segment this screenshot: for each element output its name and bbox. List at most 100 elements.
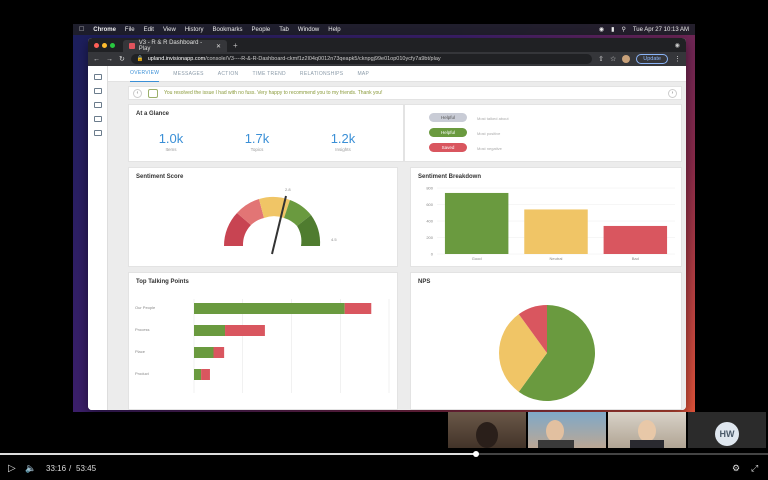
menubar-clock[interactable]: Tue Apr 27 10:13 AM xyxy=(632,26,689,33)
stat-items[interactable]: 1.0k Items xyxy=(141,131,201,152)
menu-people[interactable]: People xyxy=(246,26,271,33)
wifi-icon[interactable]: ◉ xyxy=(598,27,605,33)
menu-history[interactable]: History xyxy=(179,26,204,33)
breakdown-bar-good xyxy=(444,192,509,254)
menu-view[interactable]: View xyxy=(157,26,176,33)
topic-pill-talked[interactable]: Helpful xyxy=(429,113,467,122)
rail-share-icon[interactable] xyxy=(93,116,102,122)
sentiment-breakdown-title: Sentiment Breakdown xyxy=(418,174,482,180)
left-rail xyxy=(88,66,108,410)
tab-messages[interactable]: MESSAGES xyxy=(173,70,204,77)
sentiment-score-card: Sentiment Score 2.8 4.5 xyxy=(128,167,398,267)
gauge-segment-red xyxy=(223,213,251,246)
address-toolbar: ← → ↻ 🔒 upland.invisionapp.com/console/V… xyxy=(88,52,686,66)
talking-category-label: Process xyxy=(135,327,149,332)
rail-people-icon[interactable] xyxy=(93,88,102,94)
talking-bar-positive xyxy=(194,369,202,380)
breakdown-bar-neutral xyxy=(524,209,588,254)
video-progress-fill xyxy=(0,453,477,455)
topic-pill-positive[interactable]: Helpful xyxy=(429,128,467,137)
dashboard-nav: OVERVIEW MESSAGES ACTION TIME TREND RELA… xyxy=(108,66,686,82)
topic-note-negative: Most negative xyxy=(477,146,502,151)
fullscreen-icon[interactable]: ⤢ xyxy=(751,462,759,473)
battery-icon[interactable]: ▮ xyxy=(611,27,615,33)
url-path: /console/V3----R-&-R-Dashboard-ckmf1z2l0… xyxy=(205,56,441,62)
rail-chart-icon[interactable] xyxy=(93,102,102,108)
talking-points-title: Top Talking Points xyxy=(136,279,189,285)
rail-home-icon[interactable] xyxy=(93,74,102,80)
play-icon[interactable]: ▷ xyxy=(8,462,16,474)
video-scrubber-handle[interactable] xyxy=(473,451,480,457)
back-icon[interactable]: ← xyxy=(93,55,100,63)
reload-icon[interactable]: ↻ xyxy=(119,56,125,63)
browser-tab[interactable]: V3 - R & R Dashboard - Play ✕ xyxy=(123,40,227,52)
tab-overview[interactable]: OVERVIEW xyxy=(130,66,160,82)
menu-file[interactable]: File xyxy=(119,26,135,33)
close-window-icon[interactable] xyxy=(94,42,99,48)
stat-items-value: 1.0k xyxy=(158,131,184,146)
rail-report-icon[interactable] xyxy=(93,130,102,136)
talking-bar-negative xyxy=(213,347,225,358)
sentiment-gauge: 2.8 4.5 xyxy=(223,187,337,255)
talking-bar-positive xyxy=(194,347,214,358)
address-bar[interactable]: 🔒 upland.invisionapp.com/console/V3----R… xyxy=(130,54,593,64)
tab-relationships[interactable]: RELATIONSHIPS xyxy=(299,70,344,77)
menu-edit[interactable]: Edit xyxy=(138,26,154,33)
glance-card: At a Glance 1.0k Items 1.7k Topics 1.2k … xyxy=(128,104,404,162)
tab-time-trend[interactable]: TIME TREND xyxy=(252,70,286,77)
breakdown-ytick-label: 600 xyxy=(426,202,433,207)
minimize-window-icon[interactable] xyxy=(102,42,107,48)
topic-note-positive: Most positive xyxy=(477,131,501,136)
close-tab-icon[interactable]: ✕ xyxy=(215,43,221,50)
breakdown-ytick-label: 400 xyxy=(426,219,433,224)
menu-help[interactable]: Help xyxy=(323,26,340,33)
video-progress-bar[interactable] xyxy=(0,451,768,457)
message-icon xyxy=(148,88,158,98)
video-controls: ▷ 🔈 33:16 / 53:45 ⚙ ⤢ xyxy=(0,461,768,475)
breakdown-ytick-label: 800 xyxy=(426,186,433,191)
update-button[interactable]: Update xyxy=(636,54,668,64)
settings-gear-icon[interactable]: ⚙ xyxy=(732,462,741,473)
talking-bar-negative xyxy=(201,369,210,380)
more-menu-icon[interactable]: ⋮ xyxy=(674,56,681,63)
chevron-left-icon[interactable]: ‹ xyxy=(133,88,142,98)
video-time-total: 53:45 xyxy=(76,463,97,473)
video-time-current: 33:16 xyxy=(46,463,67,473)
glance-title: At a Glance xyxy=(136,111,170,117)
sentiment-breakdown-card: Sentiment Breakdown 0 200 400 600 800 Good Neu… xyxy=(410,167,682,267)
tab-map[interactable]: MAP xyxy=(357,70,370,77)
breakdown-xtick-label: Bad xyxy=(632,256,639,261)
tab-search-icon[interactable]: ◉ xyxy=(674,42,680,49)
quote-text: You resolved the issue I had with no fus… xyxy=(164,90,383,96)
participant-avatar: HW xyxy=(715,422,739,446)
apple-icon[interactable]:  xyxy=(79,26,84,33)
topic-pill-negative[interactable]: Saved xyxy=(429,143,467,152)
stat-insights[interactable]: 1.2k Insights xyxy=(313,131,373,152)
sentiment-score-title: Sentiment Score xyxy=(136,174,184,180)
dashboard-page: OVERVIEW MESSAGES ACTION TIME TREND RELA… xyxy=(88,66,686,410)
nps-slice-passives xyxy=(499,314,547,392)
stat-topics[interactable]: 1.7k Topics xyxy=(227,131,287,152)
gauge-right-label: 4.5 xyxy=(331,237,337,242)
chevron-right-icon[interactable]: › xyxy=(668,88,677,98)
lock-icon: 🔒 xyxy=(136,56,144,62)
menu-app-name[interactable]: Chrome xyxy=(88,26,116,33)
menu-bookmarks[interactable]: Bookmarks xyxy=(207,26,243,33)
talking-category-label: Place xyxy=(135,349,146,354)
tab-action[interactable]: ACTION xyxy=(217,70,239,77)
share-icon[interactable]: ⇧ xyxy=(598,56,604,63)
search-icon[interactable]: ⚲ xyxy=(621,27,626,33)
volume-icon[interactable]: 🔈 xyxy=(25,462,37,473)
breakdown-xtick-label: Good xyxy=(472,256,482,261)
forward-icon[interactable]: → xyxy=(106,55,113,63)
profile-avatar[interactable] xyxy=(622,55,631,63)
talking-bar-positive xyxy=(194,325,226,336)
menu-tab[interactable]: Tab xyxy=(273,26,289,33)
maximize-window-icon[interactable] xyxy=(110,42,115,48)
bookmark-star-icon[interactable]: ☆ xyxy=(609,56,617,63)
menu-window[interactable]: Window xyxy=(292,26,319,33)
video-time-separator: / xyxy=(69,463,72,473)
new-tab-icon[interactable]: + xyxy=(233,40,238,50)
talking-points-card: Top Talking Points Our People Process Plac… xyxy=(128,272,398,410)
